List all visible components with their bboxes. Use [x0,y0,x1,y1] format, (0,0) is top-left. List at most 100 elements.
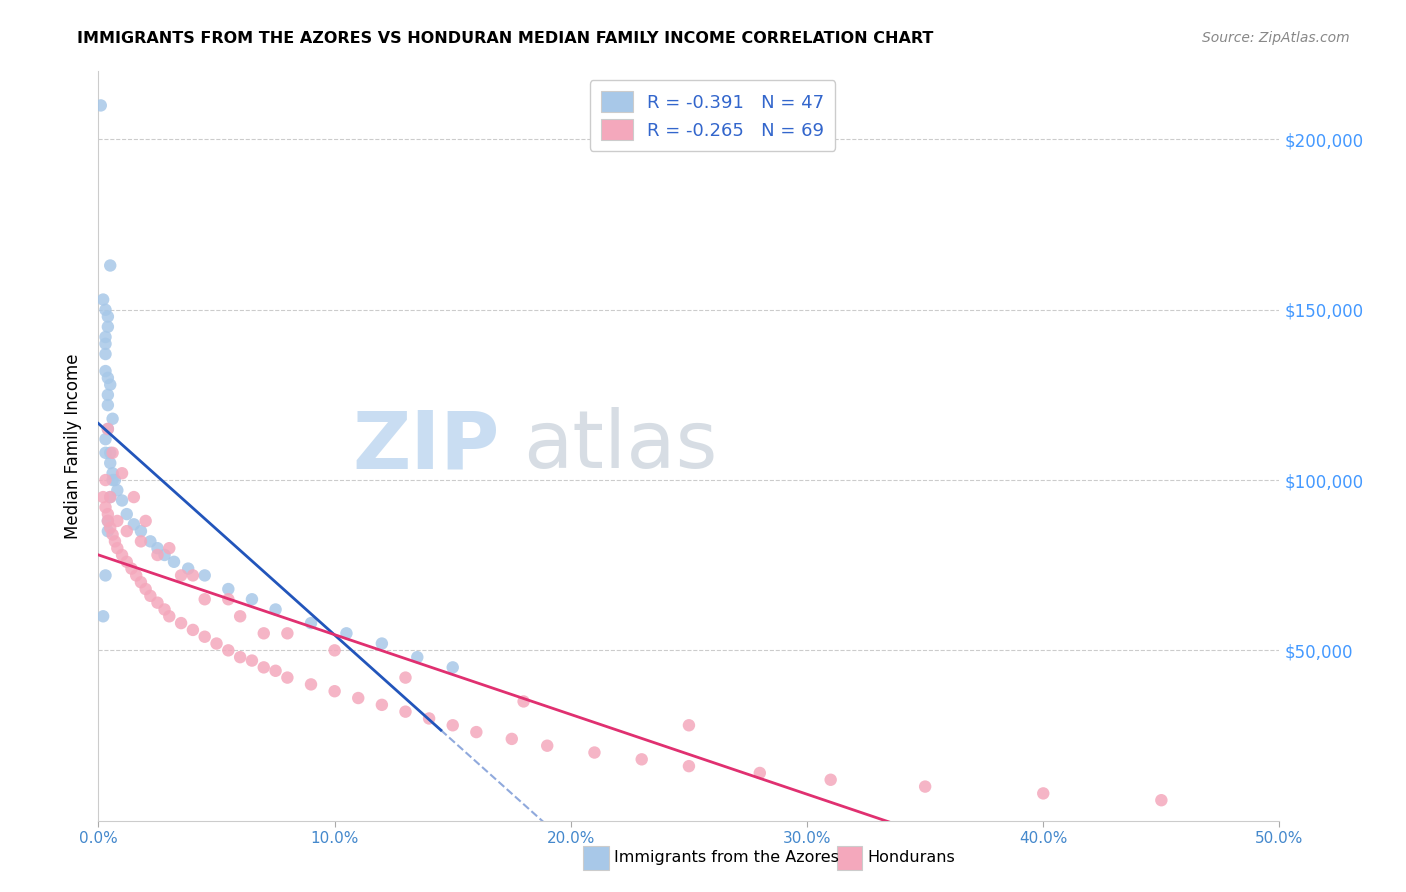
Point [98,446,121,460]
Point [678,718,700,732]
Point [205,636,228,650]
Point [94,330,117,344]
Point [111,548,134,562]
Point [94,302,117,317]
Point [91,609,114,624]
Point [129,534,152,549]
Point [170,568,193,582]
Point [101,411,124,425]
Point [276,671,298,685]
Point [125,568,148,582]
Point [97,514,120,528]
Point [371,636,394,650]
Point [217,582,239,596]
Point [146,596,169,610]
Point [98,259,121,273]
Point [98,377,121,392]
Point [194,630,217,644]
Text: atlas: atlas [523,407,718,485]
Point [122,517,145,532]
Legend: R = -0.391   N = 47, R = -0.265   N = 69: R = -0.391 N = 47, R = -0.265 N = 69 [589,80,835,151]
Point [97,398,120,412]
Point [97,371,120,385]
Point [217,592,239,607]
Point [98,521,121,535]
Point [512,694,534,708]
Point [104,473,127,487]
Text: ZIP: ZIP [353,407,501,485]
Point [101,473,124,487]
Point [194,568,217,582]
Y-axis label: Median Family Income: Median Family Income [65,353,83,539]
Point [104,534,127,549]
Point [394,671,416,685]
Point [441,718,464,732]
Point [105,483,128,498]
Point [135,514,157,528]
Point [135,582,157,596]
Point [820,772,842,787]
Text: Immigrants from the Azores: Immigrants from the Azores [614,850,839,865]
Point [94,364,117,378]
Point [217,643,239,657]
Point [323,684,346,698]
Point [240,592,263,607]
Point [146,548,169,562]
Point [153,602,176,616]
Point [240,654,263,668]
Point [97,507,120,521]
Point [630,752,652,766]
Point [139,589,162,603]
Point [94,500,117,515]
Point [583,746,606,760]
Point [121,561,143,575]
Point [394,705,416,719]
Point [347,691,370,706]
Point [97,514,120,528]
Point [98,490,121,504]
Point [441,660,464,674]
Point [97,388,120,402]
Point [97,319,120,334]
Point [914,780,936,794]
Point [97,524,120,538]
Point [299,677,322,691]
Point [170,616,193,631]
Text: Source: ZipAtlas.com: Source: ZipAtlas.com [1202,31,1350,45]
Point [253,626,276,640]
Point [418,711,440,725]
Point [91,490,114,504]
Point [276,626,298,640]
Point [111,493,134,508]
Point [101,467,124,481]
Point [536,739,558,753]
Point [229,609,252,624]
Point [177,561,200,575]
Point [501,731,523,746]
Point [299,616,322,631]
Point [98,456,121,470]
Point [157,541,180,556]
Point [748,766,770,780]
Point [157,609,180,624]
Point [91,293,114,307]
Text: IMMIGRANTS FROM THE AZORES VS HONDURAN MEDIAN FAMILY INCOME CORRELATION CHART: IMMIGRANTS FROM THE AZORES VS HONDURAN M… [77,31,934,46]
Point [111,467,134,481]
Point [181,568,204,582]
Point [97,422,120,436]
Point [94,568,117,582]
Point [153,548,176,562]
Point [335,626,357,640]
Point [115,507,138,521]
Point [94,432,117,446]
Point [1032,786,1054,800]
Point [101,527,124,541]
Point [406,650,429,665]
Point [129,524,152,538]
Point [139,534,162,549]
Point [194,592,217,607]
Point [115,524,138,538]
Point [97,310,120,324]
Point [122,490,145,504]
Point [101,446,124,460]
